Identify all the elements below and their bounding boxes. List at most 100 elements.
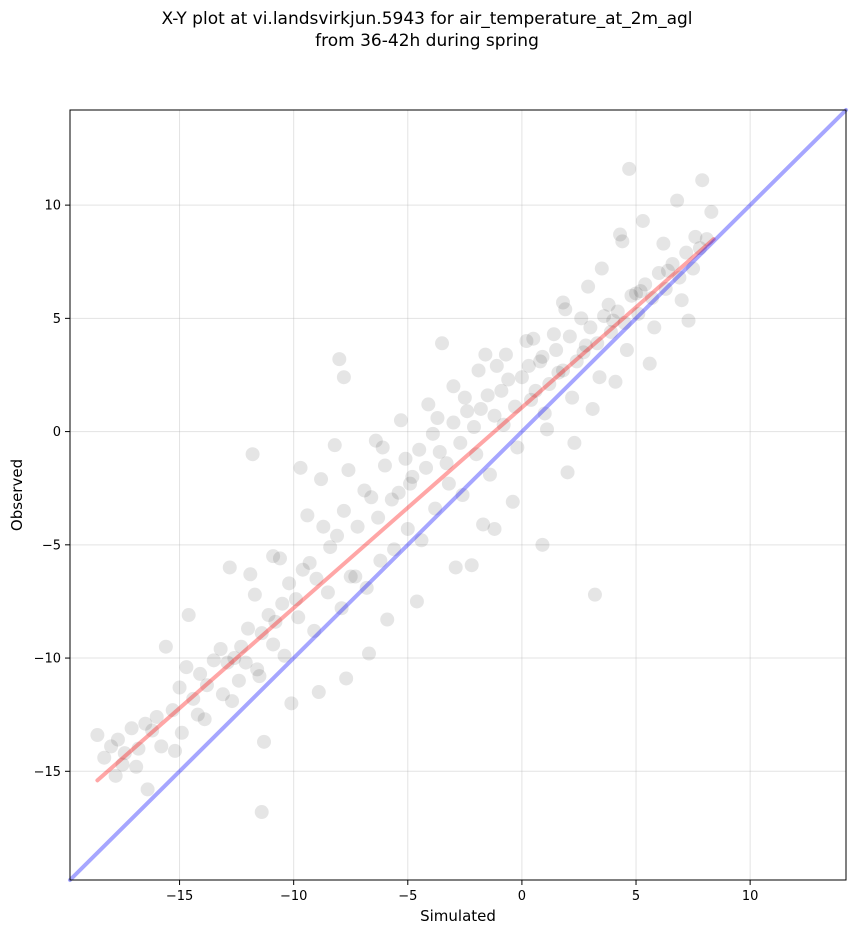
scatter-point	[238, 655, 253, 670]
x-tick-label: −15	[166, 889, 193, 904]
scatter-point	[583, 320, 598, 335]
scatter-point	[645, 290, 659, 305]
scatter-point	[254, 626, 269, 641]
scatter-point	[293, 460, 308, 475]
scatter-point	[526, 331, 541, 346]
scatter-point	[565, 390, 580, 405]
scatter-point	[473, 401, 488, 416]
scatter-point	[145, 723, 160, 738]
scatter-point	[601, 297, 616, 312]
scatter-point	[569, 354, 584, 369]
y-tick-label: −15	[34, 765, 61, 780]
scatter-point	[368, 433, 383, 448]
scatter-point	[469, 447, 484, 462]
scatter-point	[576, 345, 591, 360]
scatter-point	[266, 549, 281, 564]
scatter-point	[400, 521, 415, 536]
scatter-point	[193, 666, 208, 681]
scatter-point	[699, 232, 714, 247]
scatter-point	[206, 653, 221, 668]
y-tick-label: −10	[34, 652, 61, 667]
scatter-point	[533, 354, 548, 369]
scatter-point	[295, 562, 310, 577]
scatter-point	[220, 655, 235, 670]
scatter-point	[651, 266, 666, 281]
scatter-point	[430, 411, 445, 425]
scatter-point	[692, 241, 707, 256]
scatter-point	[519, 334, 534, 348]
scatter-point	[302, 555, 317, 570]
scatter-point	[336, 370, 351, 385]
scatter-point	[555, 295, 570, 310]
scatter-point	[613, 227, 628, 242]
scatter-point	[245, 447, 260, 462]
scatter-point	[421, 397, 436, 412]
scatter-point	[197, 712, 212, 727]
scatter-point	[225, 694, 240, 709]
scatter-point	[432, 444, 447, 459]
scatter-point	[138, 716, 153, 731]
scatter-point	[314, 472, 329, 487]
scatter-point	[282, 576, 297, 591]
plot-frame	[69, 109, 847, 881]
scatter-point	[480, 388, 495, 403]
scatter-point	[213, 642, 228, 656]
scatter-point	[562, 329, 577, 344]
scatter-point	[592, 370, 607, 385]
scatter-point	[275, 596, 290, 611]
scatter-point	[555, 363, 570, 378]
scatter-point	[350, 519, 365, 534]
chart-subtitle: from 36-42h during spring	[315, 31, 539, 51]
grid	[70, 110, 846, 880]
scatter-point	[104, 739, 119, 754]
scatter-point	[535, 349, 550, 364]
scatter-point	[560, 465, 575, 480]
regression-line	[95, 237, 716, 783]
scatter-point	[393, 413, 408, 428]
scatter-point	[384, 492, 399, 507]
x-tick-label: 0	[518, 889, 526, 904]
scatter-point	[622, 161, 637, 176]
scatter-point	[441, 476, 456, 491]
x-tick-label: 5	[632, 889, 640, 904]
x-tick-label: 10	[742, 889, 759, 904]
scatter-points	[90, 161, 719, 820]
scatter-point	[409, 594, 424, 609]
scatter-point	[476, 517, 491, 532]
scatter-point	[97, 750, 112, 765]
scatter-point	[505, 494, 520, 509]
scatter-point	[300, 508, 315, 523]
scatter-point	[606, 313, 621, 328]
scatter-point	[610, 304, 625, 319]
scatter-point	[288, 592, 303, 607]
x-tick-label: −10	[280, 889, 307, 904]
scatter-point	[704, 204, 719, 219]
identity-line	[68, 108, 848, 882]
y-axis-label: Observed	[8, 459, 26, 531]
scatter-point	[498, 347, 513, 362]
scatter-point	[508, 399, 523, 414]
scatter-point	[510, 440, 525, 455]
scatter-point	[587, 587, 602, 602]
scatter-point	[466, 420, 481, 435]
scatter-point	[524, 392, 539, 407]
scatter-point	[387, 542, 402, 557]
scatter-point	[341, 463, 356, 478]
scatter-point	[635, 213, 650, 228]
scatter-point	[658, 281, 673, 296]
scatter-point	[199, 678, 214, 693]
scatter-point	[453, 435, 468, 450]
scatter-point	[537, 406, 552, 421]
scatter-point	[311, 685, 326, 700]
y-tick-label: −5	[42, 538, 61, 553]
scatter-point	[277, 648, 292, 663]
scatter-point	[332, 352, 347, 367]
scatter-point	[688, 229, 703, 244]
scatter-point	[674, 293, 689, 308]
scatter-point	[261, 608, 276, 623]
scatter-point	[670, 193, 685, 208]
scatter-point	[419, 460, 434, 475]
scatter-point	[377, 458, 392, 473]
scatter-point	[460, 404, 475, 419]
y-tick-label: 10	[44, 199, 61, 214]
